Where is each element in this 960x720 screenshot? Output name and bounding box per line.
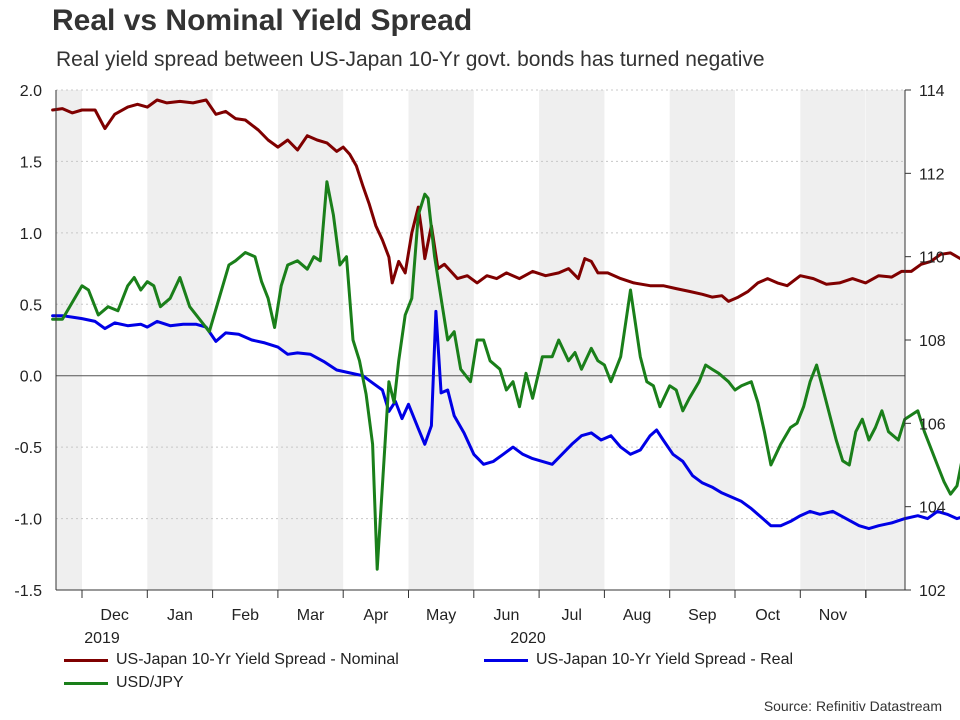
- left-tick-label: -0.5: [14, 440, 42, 457]
- left-tick-label: 1.0: [20, 226, 42, 243]
- month-shading: [56, 90, 905, 590]
- month-band-4: [539, 90, 605, 590]
- legend-item-nominal: US-Japan 10-Yr Yield Spread - Nominal: [64, 651, 399, 669]
- month-label: Dec: [100, 607, 128, 624]
- legend-label-usdjpy: USD/JPY: [116, 674, 184, 691]
- left-tick-label: 0.5: [20, 297, 42, 314]
- right-tick-label: 104: [919, 500, 946, 517]
- left-tick-label: -1.5: [14, 583, 42, 600]
- legend-label-real: US-Japan 10-Yr Yield Spread - Real: [536, 651, 794, 668]
- source-note: Source: Refinitiv Datastream: [763, 698, 942, 714]
- month-label: Jun: [494, 607, 520, 624]
- right-tick-label: 110: [919, 250, 945, 267]
- month-band-3: [408, 90, 474, 590]
- chart-subtitle: Real yield spread between US-Japan 10-Yr…: [56, 48, 765, 71]
- chart-title: Real vs Nominal Yield Spread: [52, 4, 473, 37]
- month-label: Aug: [623, 607, 651, 624]
- month-band-1: [147, 90, 213, 590]
- legend-item-real: US-Japan 10-Yr Yield Spread - Real: [484, 651, 793, 669]
- legend-swatch-nominal: [64, 658, 108, 662]
- legend-item-usdjpy: USD/JPY: [64, 674, 184, 692]
- month-label: Jan: [167, 607, 193, 624]
- month-label: Nov: [819, 607, 847, 624]
- month-label: Feb: [231, 607, 259, 624]
- right-tick-label: 108: [919, 333, 946, 350]
- month-band-7: [866, 90, 905, 590]
- month-band-0: [56, 90, 82, 590]
- month-band-6: [800, 90, 866, 590]
- month-label: Mar: [297, 607, 325, 624]
- axes: 2.0 1.5 1.0 0.5 0.0 -0.5 -1.0 -1.5 114 112 110 108 1…: [14, 83, 945, 647]
- legend-label-nominal: US-Japan 10-Yr Yield Spread - Nominal: [116, 651, 399, 668]
- month-label: May: [426, 607, 456, 624]
- right-tick-label: 114: [919, 83, 945, 100]
- month-label: Jul: [562, 607, 582, 624]
- month-label: Sep: [688, 607, 717, 624]
- series-lines: [51, 98, 960, 571]
- legend-swatch-real: [484, 658, 528, 662]
- left-tick-label: 1.5: [20, 154, 42, 171]
- month-label: Apr: [363, 607, 389, 624]
- year-label: 2019: [84, 630, 120, 647]
- month-label: Oct: [755, 607, 780, 624]
- series-line-2: [51, 180, 960, 571]
- left-tick-label: -1.0: [14, 512, 42, 529]
- right-tick-label: 106: [919, 416, 946, 433]
- right-tick-label: 102: [919, 583, 946, 600]
- year-label: 2020: [510, 630, 546, 647]
- month-band-2: [277, 90, 344, 590]
- series-line-1: [51, 309, 960, 531]
- left-tick-label: 2.0: [20, 83, 42, 100]
- left-tick-label: 0.0: [20, 369, 42, 386]
- series-line-0: [51, 98, 960, 303]
- legend-swatch-usdjpy: [64, 681, 108, 685]
- right-tick-label: 112: [919, 166, 945, 183]
- gridlines: [56, 89, 905, 591]
- month-band-5: [669, 90, 735, 590]
